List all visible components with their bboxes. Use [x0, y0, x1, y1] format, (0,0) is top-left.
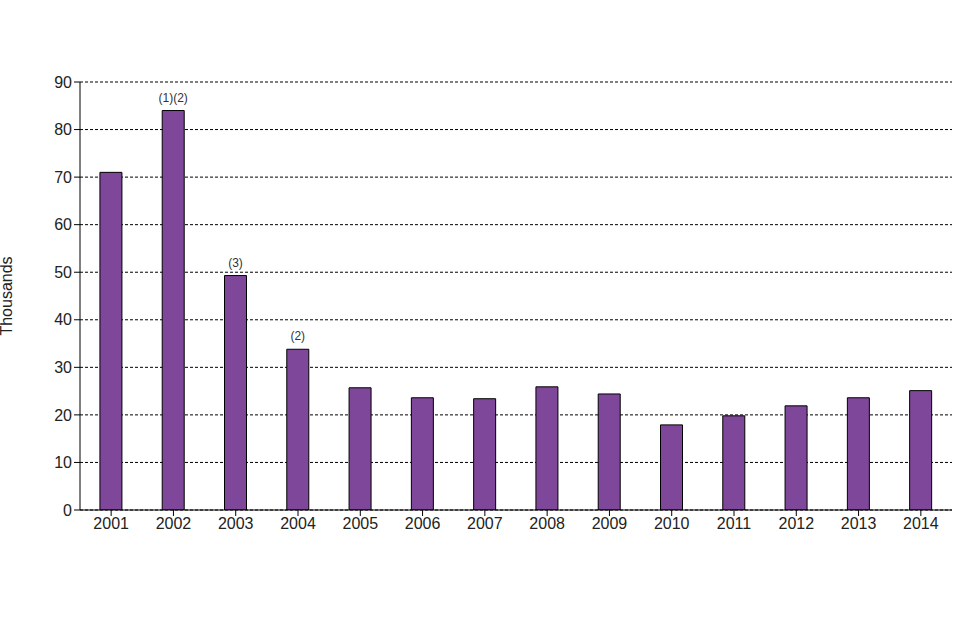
svg-text:2003: 2003 — [218, 515, 254, 532]
svg-text:2002: 2002 — [156, 515, 192, 532]
svg-text:2004: 2004 — [280, 515, 316, 532]
svg-text:(2): (2) — [290, 329, 305, 343]
svg-text:40: 40 — [54, 311, 72, 328]
svg-text:(3): (3) — [228, 256, 243, 270]
svg-text:2013: 2013 — [841, 515, 877, 532]
svg-text:2001: 2001 — [93, 515, 129, 532]
svg-text:2008: 2008 — [529, 515, 565, 532]
svg-text:2010: 2010 — [654, 515, 690, 532]
svg-text:(1)(2): (1)(2) — [159, 91, 188, 105]
svg-text:90: 90 — [54, 74, 72, 91]
svg-text:2014: 2014 — [903, 515, 939, 532]
svg-text:10: 10 — [54, 454, 72, 471]
svg-text:80: 80 — [54, 121, 72, 138]
svg-text:2005: 2005 — [342, 515, 378, 532]
svg-text:0: 0 — [63, 502, 72, 519]
svg-text:2011: 2011 — [717, 515, 752, 532]
svg-text:70: 70 — [54, 169, 72, 186]
svg-text:60: 60 — [54, 216, 72, 233]
svg-text:Thousands: Thousands — [8, 256, 15, 335]
svg-text:2009: 2009 — [592, 515, 628, 532]
svg-text:20: 20 — [54, 407, 72, 424]
svg-text:2012: 2012 — [778, 515, 814, 532]
svg-text:30: 30 — [54, 359, 72, 376]
svg-text:50: 50 — [54, 264, 72, 281]
svg-text:2006: 2006 — [405, 515, 441, 532]
svg-text:2007: 2007 — [467, 515, 503, 532]
